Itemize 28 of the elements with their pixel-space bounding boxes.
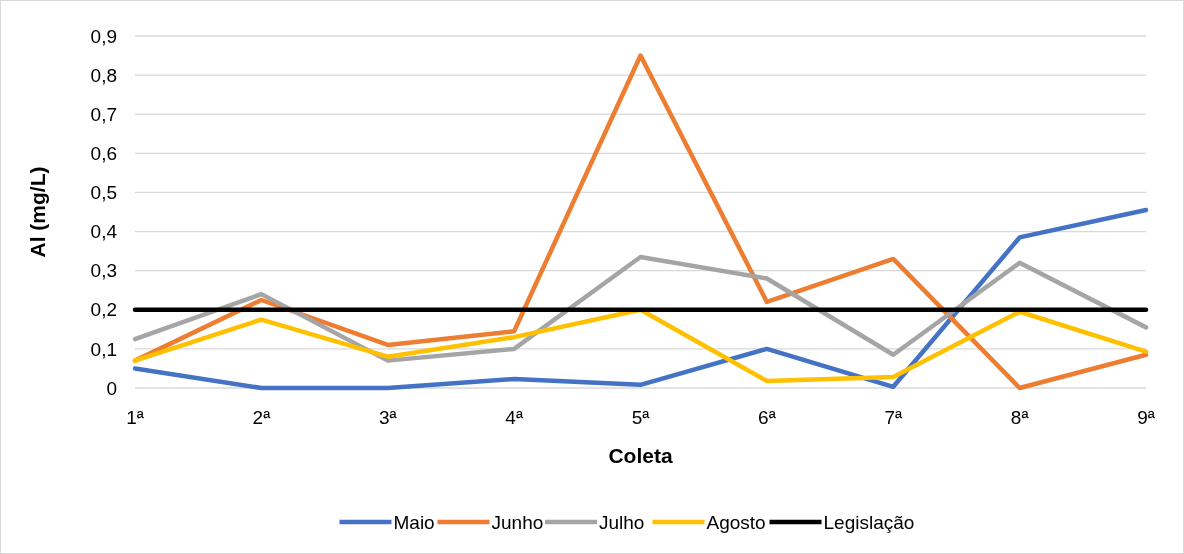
- y-tick-label: 0,6: [90, 142, 117, 164]
- legend-label: Maio: [393, 511, 435, 533]
- x-tick-label: 1ª: [126, 407, 145, 428]
- legend-label: Legislação: [823, 511, 915, 533]
- legend-label: Agosto: [706, 511, 766, 533]
- y-tick-label: 0,8: [90, 64, 117, 86]
- y-tick-label: 0,7: [90, 103, 117, 125]
- x-tick-label: 8ª: [1010, 407, 1030, 428]
- x-tick-label: 4ª: [505, 407, 524, 428]
- y-tick-label: 0,1: [90, 338, 117, 360]
- x-tick-label: 6ª: [758, 407, 777, 428]
- line-series: [132, 254, 1149, 363]
- x-axis-title: Coleta: [608, 444, 673, 467]
- x-tick-label: 2ª: [252, 407, 272, 428]
- y-tick-label: 0,2: [90, 299, 117, 321]
- x-tick-label: 3ª: [378, 407, 398, 428]
- x-tick-label: 5ª: [631, 407, 651, 428]
- x-tick-label: 9ª: [1137, 407, 1156, 428]
- y-tick-label: 0,4: [90, 221, 118, 243]
- y-tick-label: 0,3: [90, 260, 117, 282]
- y-tick-label: 0,5: [90, 182, 117, 204]
- y-tick-label: 0: [106, 377, 117, 399]
- x-tick-label: 7ª: [884, 407, 904, 428]
- y-axis-title: Al (mg/L): [26, 166, 49, 258]
- line-series: [132, 207, 1149, 391]
- legend-label: Julho: [599, 511, 645, 533]
- legend-label: Junho: [491, 511, 544, 533]
- y-tick-label: 0,9: [90, 25, 117, 47]
